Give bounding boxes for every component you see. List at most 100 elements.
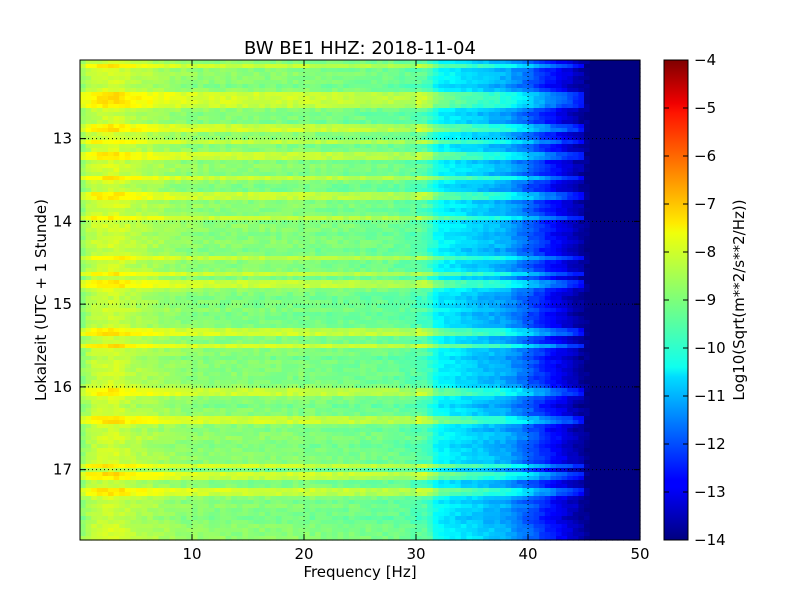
heatmap-cell	[365, 128, 372, 133]
heatmap-cell	[141, 200, 148, 205]
heatmap-cell	[483, 220, 490, 225]
heatmap-cell	[119, 196, 126, 201]
heatmap-cell	[242, 64, 249, 69]
heatmap-cell	[203, 68, 210, 73]
heatmap-cell	[438, 80, 445, 85]
heatmap-cell	[124, 72, 131, 77]
heatmap-cell	[539, 224, 546, 229]
heatmap-cell	[455, 216, 462, 221]
heatmap-cell	[91, 60, 98, 65]
heatmap-cell	[438, 124, 445, 129]
heatmap-cell	[567, 228, 574, 233]
heatmap-cell	[248, 244, 255, 249]
heatmap-cell	[472, 244, 479, 249]
heatmap-cell	[164, 60, 171, 65]
heatmap-cell	[522, 108, 529, 113]
heatmap-cell	[281, 184, 288, 189]
heatmap-cell	[466, 168, 473, 173]
heatmap-cell	[96, 168, 103, 173]
heatmap-cell	[494, 180, 501, 185]
heatmap-cell	[259, 108, 266, 113]
heatmap-cell	[455, 256, 462, 261]
heatmap-cell	[102, 188, 109, 193]
heatmap-cell	[119, 96, 126, 101]
heatmap-cell	[169, 100, 176, 105]
heatmap-cell	[505, 76, 512, 81]
heatmap-cell	[477, 252, 484, 257]
heatmap-cell	[572, 116, 579, 121]
heatmap-cell	[511, 156, 518, 161]
heatmap-cell	[102, 64, 109, 69]
heatmap-cell	[533, 176, 540, 181]
heatmap-cell	[505, 156, 512, 161]
heatmap-cell	[388, 176, 395, 181]
heatmap-cell	[550, 228, 557, 233]
heatmap-cell	[438, 64, 445, 69]
heatmap-cell	[231, 96, 238, 101]
heatmap-cell	[108, 200, 115, 205]
heatmap-cell	[91, 96, 98, 101]
heatmap-cell	[393, 144, 400, 149]
heatmap-cell	[281, 92, 288, 97]
heatmap-cell	[600, 220, 607, 225]
heatmap-cell	[595, 96, 602, 101]
heatmap-cell	[343, 148, 350, 153]
heatmap-cell	[169, 228, 176, 233]
heatmap-cell	[505, 224, 512, 229]
heatmap-cell	[477, 112, 484, 117]
heatmap-cell	[472, 88, 479, 93]
heatmap-cell	[253, 128, 260, 133]
heatmap-cell	[354, 80, 361, 85]
heatmap-cell	[572, 128, 579, 133]
heatmap-cell	[533, 108, 540, 113]
heatmap-cell	[281, 80, 288, 85]
heatmap-cell	[427, 104, 434, 109]
heatmap-cell	[539, 160, 546, 165]
heatmap-cell	[315, 232, 322, 237]
heatmap-cell	[416, 132, 423, 137]
heatmap-cell	[533, 92, 540, 97]
heatmap-cell	[561, 216, 568, 221]
heatmap-cell	[141, 240, 148, 245]
heatmap-cell	[623, 216, 630, 221]
heatmap-cell	[466, 88, 473, 93]
heatmap-cell	[225, 96, 232, 101]
heatmap-cell	[539, 68, 546, 73]
heatmap-cell	[427, 68, 434, 73]
heatmap-cell	[281, 168, 288, 173]
heatmap-cell	[220, 132, 227, 137]
heatmap-cell	[332, 176, 339, 181]
heatmap-cell	[421, 132, 428, 137]
heatmap-cell	[522, 256, 529, 261]
heatmap-cell	[460, 80, 467, 85]
heatmap-cell	[354, 112, 361, 117]
heatmap-cell	[488, 144, 495, 149]
heatmap-cell	[169, 204, 176, 209]
heatmap-cell	[180, 68, 187, 73]
heatmap-cell	[326, 152, 333, 157]
heatmap-cell	[634, 168, 641, 173]
heatmap-cell	[326, 156, 333, 161]
heatmap-cell	[337, 168, 344, 173]
heatmap-cell	[539, 216, 546, 221]
heatmap-cell	[500, 72, 507, 77]
heatmap-cell	[220, 240, 227, 245]
heatmap-cell	[320, 200, 327, 205]
heatmap-cell	[533, 244, 540, 249]
heatmap-cell	[214, 172, 221, 177]
heatmap-cell	[225, 132, 232, 137]
heatmap-cell	[236, 72, 243, 77]
heatmap-cell	[236, 128, 243, 133]
heatmap-cell	[488, 200, 495, 205]
heatmap-cell	[511, 132, 518, 137]
heatmap-cell	[315, 208, 322, 213]
heatmap-cell	[91, 76, 98, 81]
heatmap-cell	[124, 88, 131, 93]
heatmap-cell	[388, 120, 395, 125]
heatmap-cell	[102, 200, 109, 205]
heatmap-cell	[214, 72, 221, 77]
heatmap-cell	[175, 116, 182, 121]
heatmap-cell	[567, 88, 574, 93]
heatmap-cell	[544, 124, 551, 129]
heatmap-cell	[511, 140, 518, 145]
